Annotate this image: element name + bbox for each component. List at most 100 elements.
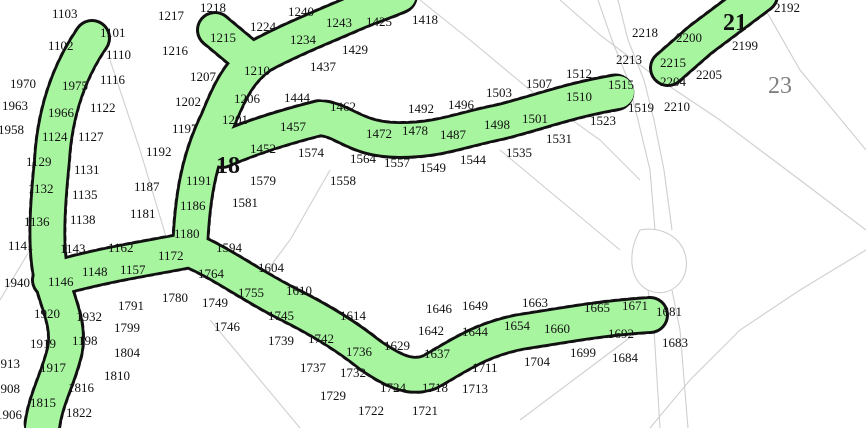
zone-18-label: 18 xyxy=(216,153,240,179)
point-label: 1917 xyxy=(40,360,67,375)
point-label: 1637 xyxy=(424,346,451,361)
point-label: 1162 xyxy=(108,240,134,255)
point-label: 1135 xyxy=(72,187,98,202)
point-label: 1186 xyxy=(180,198,206,213)
point-label: 1646 xyxy=(426,301,453,316)
point-label: 1711 xyxy=(472,360,498,375)
point-label: 1755 xyxy=(238,285,264,300)
point-label: 1132 xyxy=(28,181,54,196)
point-label: 1579 xyxy=(250,173,276,188)
road-line xyxy=(559,0,866,231)
point-label: 1692 xyxy=(608,326,634,341)
point-label: 1722 xyxy=(358,403,384,418)
point-label: 1462 xyxy=(330,99,356,114)
point-label: 1663 xyxy=(522,295,548,310)
point-label: 1564 xyxy=(350,151,377,166)
point-label: 1210 xyxy=(244,63,270,78)
point-label: 1681 xyxy=(656,304,682,319)
point-label: 1103 xyxy=(52,6,78,21)
point-label: 1906 xyxy=(0,407,23,422)
point-label: 2199 xyxy=(732,38,758,53)
point-label: 1496 xyxy=(448,97,475,112)
point-label: 1958 xyxy=(0,122,24,137)
point-label: 1822 xyxy=(66,405,92,420)
road-line xyxy=(0,249,31,301)
point-label: 1198 xyxy=(72,333,98,348)
point-label: 1649 xyxy=(462,298,488,313)
point-label: 2213 xyxy=(616,52,642,67)
point-label: 1452 xyxy=(250,141,276,156)
point-label: 1498 xyxy=(484,117,510,132)
point-label: 1129 xyxy=(26,154,52,169)
point-label: 1116 xyxy=(100,72,126,87)
point-label: 1975 xyxy=(62,78,88,93)
point-label: 1724 xyxy=(380,380,407,395)
point-label: 1215 xyxy=(210,30,236,45)
point-label: 1737 xyxy=(300,360,327,375)
point-label: 1487 xyxy=(440,127,467,142)
point-label: 1510 xyxy=(566,89,592,104)
point-label: 1644 xyxy=(462,324,489,339)
point-label: 1531 xyxy=(546,131,572,146)
road-line xyxy=(759,0,866,151)
point-label: 1519 xyxy=(628,100,654,115)
point-label: 1457 xyxy=(280,119,307,134)
point-label: 1181 xyxy=(130,206,156,221)
point-label: 1157 xyxy=(120,262,146,277)
zone-21-label: 21 xyxy=(723,10,747,36)
point-label: 1207 xyxy=(190,69,217,84)
point-label: 1187 xyxy=(134,179,160,194)
point-label: 1966 xyxy=(48,105,75,120)
road-line xyxy=(209,319,301,429)
point-label: 1745 xyxy=(268,308,294,323)
point-label: 1512 xyxy=(566,66,592,81)
road-line xyxy=(631,228,688,294)
point-label: 2205 xyxy=(696,67,722,82)
zone-23-label: 23 xyxy=(768,73,792,99)
point-label: 1970 xyxy=(10,76,36,91)
point-label: 1764 xyxy=(198,266,225,281)
point-labels: 1103 1101 1110 1116 1102 1970 1975 1963 1966 1122… xyxy=(0,0,800,422)
point-label: 1172 xyxy=(158,248,184,263)
point-label: 1197 xyxy=(172,121,198,136)
point-label: 1192 xyxy=(146,144,172,159)
point-label: 1660 xyxy=(544,321,570,336)
point-label: 1437 xyxy=(310,59,337,74)
point-label: 1749 xyxy=(202,295,228,310)
point-label: 1503 xyxy=(486,85,512,100)
point-label: 1429 xyxy=(342,42,368,57)
point-label: 1919 xyxy=(30,336,56,351)
point-label: 2215 xyxy=(660,55,686,70)
point-label: 1141 xyxy=(8,238,34,253)
road-line xyxy=(671,289,689,429)
point-label: 1642 xyxy=(418,323,444,338)
road-line xyxy=(649,249,866,429)
point-label: 1732 xyxy=(340,365,366,380)
point-label: 1614 xyxy=(340,308,367,323)
point-label: 1815 xyxy=(30,395,56,410)
point-label: 1201 xyxy=(222,112,248,127)
point-label: 1138 xyxy=(70,212,96,227)
point-label: 1671 xyxy=(622,298,648,313)
point-label: 1683 xyxy=(662,335,688,350)
point-label: 1544 xyxy=(460,152,487,167)
point-label: 1472 xyxy=(366,126,392,141)
point-label: 1492 xyxy=(408,101,434,116)
point-label: 1940 xyxy=(4,275,30,290)
point-label: 1746 xyxy=(214,319,241,334)
point-label: 1963 xyxy=(2,98,28,113)
point-label: 1148 xyxy=(82,264,108,279)
point-label: 1684 xyxy=(612,350,639,365)
road-line xyxy=(109,59,171,251)
point-label: 1240 xyxy=(288,4,314,19)
point-label: 1501 xyxy=(522,111,548,126)
point-label: 1218 xyxy=(200,0,226,15)
point-label: 1136 xyxy=(24,214,50,229)
point-label: 1704 xyxy=(524,354,551,369)
point-label: 1234 xyxy=(290,32,317,47)
point-label: 1206 xyxy=(234,91,261,106)
point-label: 1180 xyxy=(174,226,200,241)
point-label: 1574 xyxy=(298,145,325,160)
